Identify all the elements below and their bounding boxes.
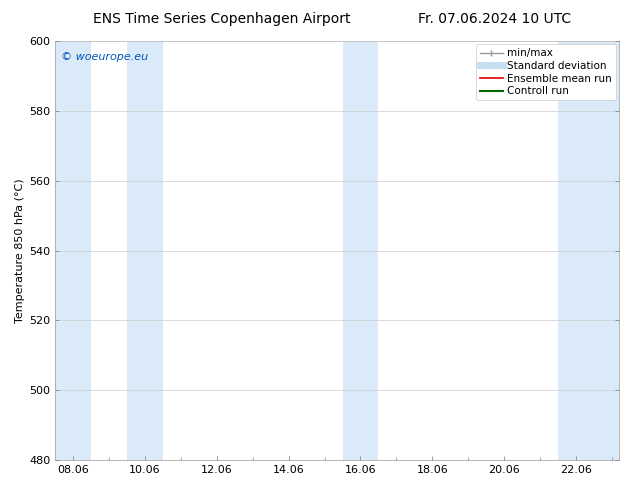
- Y-axis label: Temperature 850 hPa (°C): Temperature 850 hPa (°C): [15, 178, 25, 323]
- Bar: [342, 41, 378, 460]
- Bar: [127, 41, 163, 460]
- Bar: [558, 41, 619, 460]
- Text: ENS Time Series Copenhagen Airport: ENS Time Series Copenhagen Airport: [93, 12, 351, 26]
- Bar: [55, 41, 91, 460]
- Text: © woeurope.eu: © woeurope.eu: [61, 51, 148, 62]
- Text: Fr. 07.06.2024 10 UTC: Fr. 07.06.2024 10 UTC: [418, 12, 571, 26]
- Legend: min/max, Standard deviation, Ensemble mean run, Controll run: min/max, Standard deviation, Ensemble me…: [476, 44, 616, 100]
